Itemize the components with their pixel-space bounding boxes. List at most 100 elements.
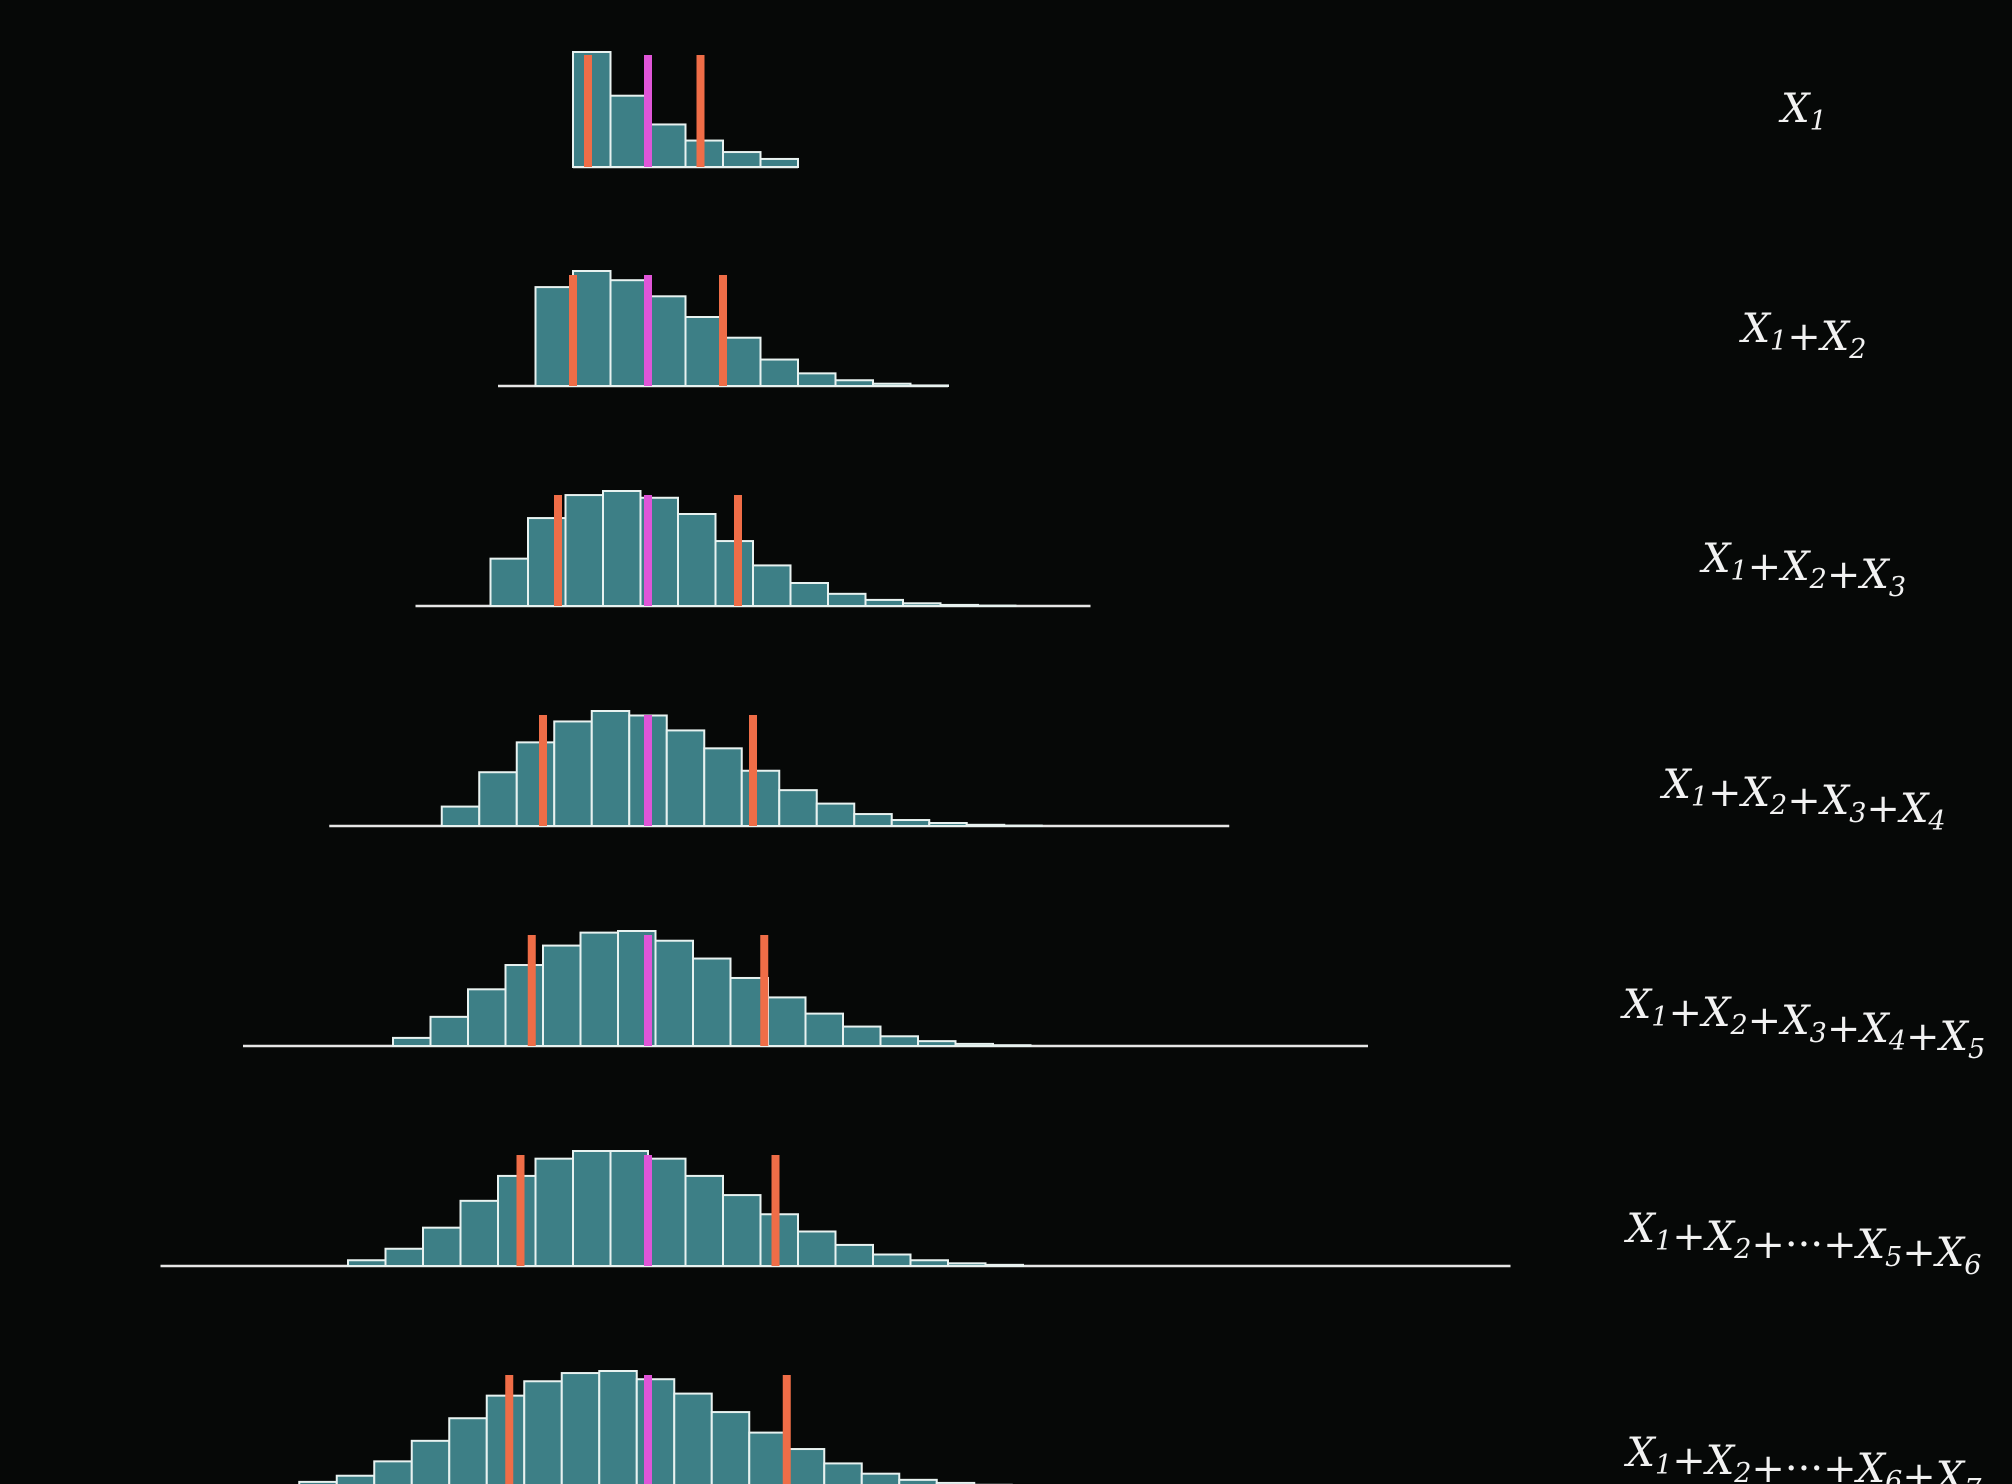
variable-subscript: 2	[1809, 564, 1827, 595]
mean-line	[644, 935, 652, 1046]
histogram-bar	[609, 279, 649, 388]
variable-symbol: X	[1739, 770, 1772, 816]
variable-symbol: X	[1937, 1014, 1970, 1060]
sd-low-line	[516, 1155, 525, 1266]
histogram-bar	[834, 379, 874, 387]
variable-subscript: 2	[1733, 1458, 1751, 1484]
histogram-bar	[917, 1040, 957, 1048]
histogram-bar	[797, 1230, 837, 1267]
histogram-row-6: X1+X2+···+X5+X6	[160, 1150, 1981, 1281]
sd-low-line	[527, 935, 536, 1046]
histogram-bar	[703, 747, 743, 827]
plus-sign: +	[1751, 1446, 1785, 1484]
histogram-bar	[515, 741, 556, 828]
variable-symbol: X	[1624, 1206, 1657, 1252]
histogram-bar	[815, 802, 856, 828]
sd-high-line	[696, 55, 705, 167]
histogram-bar	[654, 939, 694, 1048]
histogram-bar	[373, 1460, 413, 1484]
histogram-bar	[553, 720, 593, 827]
histogram-bar	[909, 384, 949, 387]
histogram-bar	[647, 295, 687, 387]
histogram-bar	[842, 1025, 882, 1047]
variable-symbol: X	[1703, 1214, 1736, 1260]
plus-sign: +	[1827, 552, 1861, 598]
histogram-bar	[789, 582, 829, 607]
histogram-row-3: X1+X2+X3	[415, 490, 1906, 608]
variable-symbol: ···	[1785, 1222, 1823, 1268]
variable-subscript: 4	[1888, 1026, 1906, 1057]
variable-subscript: 3	[1889, 572, 1906, 603]
histogram-bar	[823, 1462, 863, 1484]
histogram-bar	[542, 944, 582, 1047]
histogram-bar	[804, 1012, 844, 1048]
sd-low-line	[539, 715, 547, 826]
histogram-bar	[635, 1378, 676, 1484]
histogram-bar	[827, 592, 867, 608]
variable-subscript: 6	[1964, 1250, 1981, 1281]
sd-low-line	[569, 275, 577, 386]
plus-sign: +	[1827, 1006, 1861, 1052]
histogram-bar	[564, 494, 604, 608]
histogram-bar	[722, 151, 762, 169]
histogram-bar	[609, 94, 649, 168]
histogram-bar	[572, 1150, 612, 1267]
variable-subscript: 6	[1885, 1466, 1902, 1484]
variable-symbol: X	[1659, 762, 1692, 808]
variable-symbol: X	[1933, 1454, 1966, 1484]
variable-subscript: 1	[1655, 1450, 1672, 1481]
histogram-bar	[448, 1417, 488, 1484]
variable-symbol: X	[1620, 982, 1653, 1028]
variable-symbol: X	[1699, 536, 1732, 582]
histogram-bar	[523, 1380, 563, 1484]
histogram-bar	[860, 1472, 901, 1484]
variable-symbol: X	[1857, 552, 1890, 598]
histogram-bar	[392, 1036, 432, 1047]
plus-sign: +	[1672, 1438, 1706, 1484]
variable-symbol: X	[1818, 778, 1851, 824]
plus-sign: +	[1902, 1454, 1936, 1484]
row-label: X1	[1778, 86, 1827, 137]
histogram-bar	[647, 1157, 687, 1267]
variable-symbol: X	[1854, 1222, 1887, 1268]
histogram-bar	[909, 1259, 949, 1267]
histogram-bar	[609, 1150, 649, 1267]
histogram-bar	[579, 931, 619, 1047]
histogram-bar	[489, 557, 529, 607]
histogram-bar	[740, 769, 781, 827]
histogram-row-2: X1+X2	[498, 270, 1866, 388]
histogram-bar	[902, 602, 942, 608]
variable-subscript: 4	[1927, 806, 1945, 837]
histogram-bar	[598, 1370, 638, 1484]
variable-symbol: X	[1857, 1006, 1890, 1052]
histogram-bar	[935, 1481, 976, 1484]
mean-line	[644, 715, 652, 826]
mean-line	[644, 1375, 652, 1484]
plus-sign: +	[1823, 1222, 1857, 1268]
plus-sign: +	[1668, 990, 1702, 1036]
histogram-bar	[853, 813, 893, 827]
histogram-bar	[785, 1448, 826, 1484]
plus-sign: +	[1748, 544, 1782, 590]
histogram-bar	[673, 1392, 713, 1484]
histogram-bar	[890, 819, 931, 828]
histogram-bar	[797, 372, 837, 388]
plus-sign: +	[1906, 1014, 1940, 1060]
histogram-bar	[384, 1247, 424, 1267]
histogram-bar	[602, 490, 642, 607]
histogram-bar	[928, 822, 968, 828]
sd-high-line	[771, 1155, 780, 1266]
histogram-row-5: X1+X2+X3+X4+X5	[243, 930, 1985, 1065]
sd-high-line	[782, 1375, 791, 1484]
variable-symbol: X	[1778, 86, 1811, 132]
mean-line	[644, 495, 652, 606]
histogram-bar	[410, 1439, 451, 1484]
histogram-bar	[722, 336, 762, 388]
histogram-bar	[590, 710, 631, 827]
variable-subscript: 1	[1810, 106, 1827, 137]
row-label: X1+X2+X3	[1699, 536, 1906, 603]
histogram-bar	[504, 964, 544, 1048]
histogram-bar	[647, 123, 687, 168]
histogram-bar	[710, 1411, 751, 1484]
